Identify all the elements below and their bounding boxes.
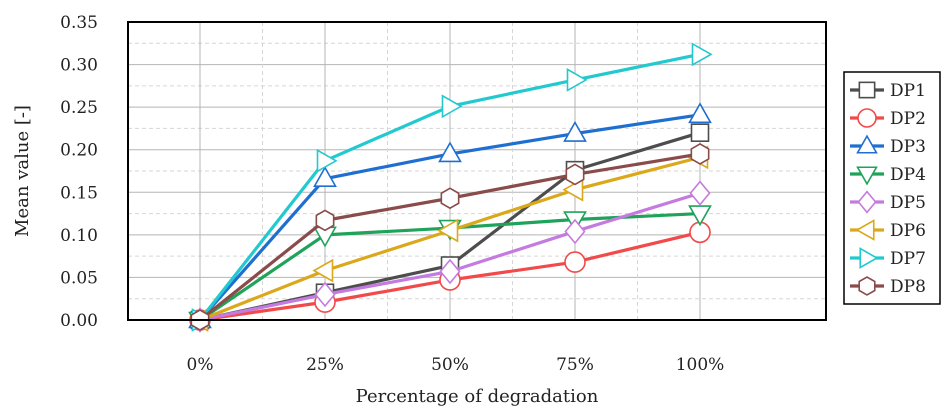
legend-box [843, 71, 941, 305]
legend-marker [858, 276, 876, 296]
data-point [440, 187, 460, 210]
legend-label: DP8 [890, 277, 926, 297]
legend-item: DP7 [850, 247, 926, 269]
y-tick-label: 0.00 [60, 311, 98, 331]
data-point [690, 123, 710, 142]
legend-item: DP1 [850, 81, 926, 101]
x-tick-label: 50% [431, 355, 469, 375]
y-tick-label: 0.10 [60, 226, 98, 246]
data-point [313, 166, 337, 187]
data-point [563, 120, 587, 142]
series-dp8 [190, 143, 710, 331]
y-axis-title: Mean value [-] [12, 105, 33, 237]
data-point [689, 180, 711, 206]
legend-item: DP6 [850, 219, 926, 241]
x-axis-title: Percentage of degradation [356, 386, 599, 407]
data-point [314, 281, 336, 308]
data-point [691, 42, 713, 67]
data-point [315, 209, 335, 232]
legend: DP1 DP2 DP3 DP4 DP5 DP6 DP7 DP8 [843, 71, 941, 305]
series-dp3 [188, 102, 712, 329]
data-point [439, 258, 461, 285]
y-tick-label: 0.20 [60, 141, 98, 161]
legend-marker [858, 81, 876, 99]
data-point [312, 258, 334, 283]
legend-label: DP3 [890, 137, 926, 157]
data-point [437, 218, 459, 243]
series-dp6 [187, 145, 709, 332]
data-point [688, 102, 712, 124]
x-tick-label: 100% [676, 355, 725, 375]
legend-marker [859, 247, 879, 269]
y-tick-label: 0.15 [60, 183, 98, 203]
data-point [690, 143, 710, 165]
data-point [562, 177, 584, 202]
data-point [565, 163, 585, 186]
legend-item: DP5 [850, 190, 926, 214]
legend-item: DP2 [850, 108, 926, 129]
x-tick-label: 25% [306, 355, 344, 375]
legend-item: DP3 [850, 134, 926, 157]
legend-marker [856, 166, 878, 186]
legend-marker [855, 219, 875, 241]
y-tick-label: 0.05 [60, 268, 98, 288]
data-point [316, 148, 338, 173]
y-tick-label: 0.30 [60, 56, 98, 76]
legend-item: DP4 [850, 165, 926, 186]
y-tick-label: 0.25 [60, 98, 98, 118]
legend-marker [857, 190, 877, 214]
legend-label: DP2 [890, 109, 926, 129]
data-point [564, 251, 586, 273]
x-tick-label: 0% [187, 355, 214, 375]
legend-label: DP1 [890, 81, 926, 101]
data-point [566, 68, 588, 92]
y-tick-label: 0.35 [60, 13, 98, 33]
legend-marker [857, 108, 877, 128]
legend-label: DP4 [890, 165, 926, 185]
data-point [564, 218, 586, 245]
data-point [441, 94, 463, 119]
legend-label: DP7 [890, 249, 926, 269]
legend-label: DP6 [890, 221, 926, 241]
legend-item: DP8 [850, 276, 926, 297]
tick-labels: 0.00 0.05 0.10 0.15 0.20 0.25 0.30 0.35 0% 25% 50%… [60, 13, 724, 375]
data-point [688, 205, 712, 227]
x-tick-label: 75% [556, 355, 594, 375]
plot-frame [127, 21, 827, 321]
data-point [438, 141, 462, 163]
legend-marker [856, 134, 878, 154]
legend-label: DP5 [890, 193, 926, 213]
